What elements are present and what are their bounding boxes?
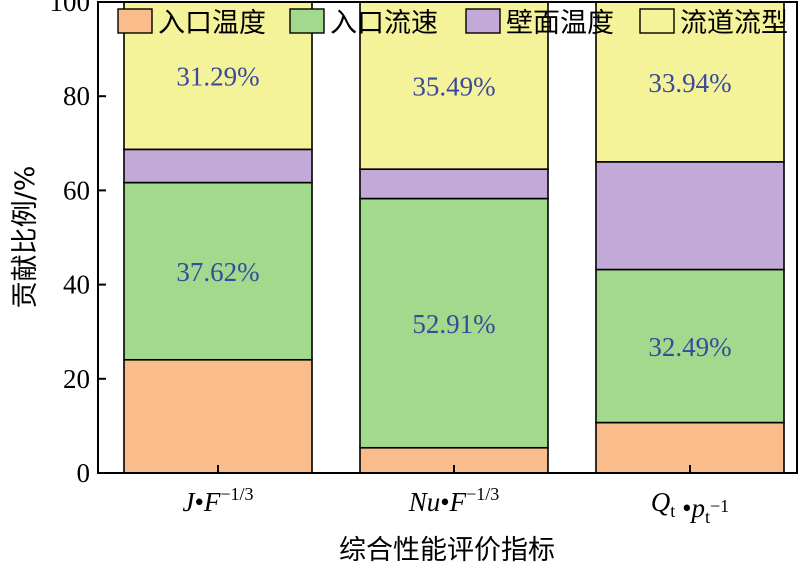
data-label-5: 33.94% bbox=[648, 68, 731, 98]
plot-frame bbox=[97, 1, 798, 474]
x-axis: J•F−1/3 Nu•F−1/3 Qt •pt−1 bbox=[182, 465, 729, 527]
y-tick-label-3: 60 bbox=[63, 175, 90, 205]
bar-segment-2-3 bbox=[595, 1, 785, 163]
y-tick-label-4: 80 bbox=[63, 81, 90, 111]
x-tick-label-0: J•F−1/3 bbox=[182, 484, 253, 517]
y-axis: 0 20 40 60 80 100 bbox=[50, 0, 106, 488]
y-axis-label: 贡献比例/% bbox=[10, 166, 41, 309]
legend-swatch-0 bbox=[117, 8, 153, 34]
y-tick-label-5: 100 bbox=[50, 0, 91, 17]
legend: 入口温度 入口流速 壁面温度 流道流型 bbox=[117, 8, 788, 39]
legend-label-3: 流道流型 bbox=[680, 8, 788, 39]
legend-label-1: 入口流速 bbox=[330, 8, 438, 39]
data-label-1: 31.29% bbox=[176, 62, 259, 92]
y-tick-label-1: 20 bbox=[63, 364, 90, 394]
y-tick-label-2: 40 bbox=[63, 270, 90, 300]
bar-segment-0-1 bbox=[123, 181, 313, 361]
data-label-4: 32.49% bbox=[648, 332, 731, 362]
legend-label-2: 壁面温度 bbox=[506, 8, 614, 39]
bar-segment-2-2 bbox=[595, 161, 785, 271]
x-tick-label-2: Qt •pt−1 bbox=[651, 487, 729, 527]
x-tick-label-1: Nu•F−1/3 bbox=[408, 484, 500, 517]
bar-segment-1-1 bbox=[359, 197, 549, 449]
legend-swatch-3 bbox=[639, 8, 675, 34]
bar-segment-2-0 bbox=[595, 421, 785, 474]
bar-segment-0-0 bbox=[123, 358, 313, 474]
bar-segment-0-2 bbox=[123, 148, 313, 184]
data-label-0: 37.62% bbox=[176, 257, 259, 287]
bar-segment-2-1 bbox=[595, 268, 785, 424]
bar-segment-1-2 bbox=[359, 168, 549, 200]
bar-segment-0-3 bbox=[123, 1, 313, 151]
bar-segment-1-3 bbox=[359, 1, 549, 170]
legend-swatch-2 bbox=[465, 8, 501, 34]
data-label-3: 35.49% bbox=[412, 72, 495, 102]
x-axis-label: 综合性能评价指标 bbox=[339, 535, 555, 566]
y-tick-label-0: 0 bbox=[77, 458, 91, 488]
bars-group: 37.62% 31.29% 52.91% 35.49% 32.49% 33.94% bbox=[123, 1, 785, 474]
data-label-2: 52.91% bbox=[412, 309, 495, 339]
legend-label-0: 入口温度 bbox=[158, 8, 266, 39]
legend-swatch-1 bbox=[289, 8, 325, 34]
